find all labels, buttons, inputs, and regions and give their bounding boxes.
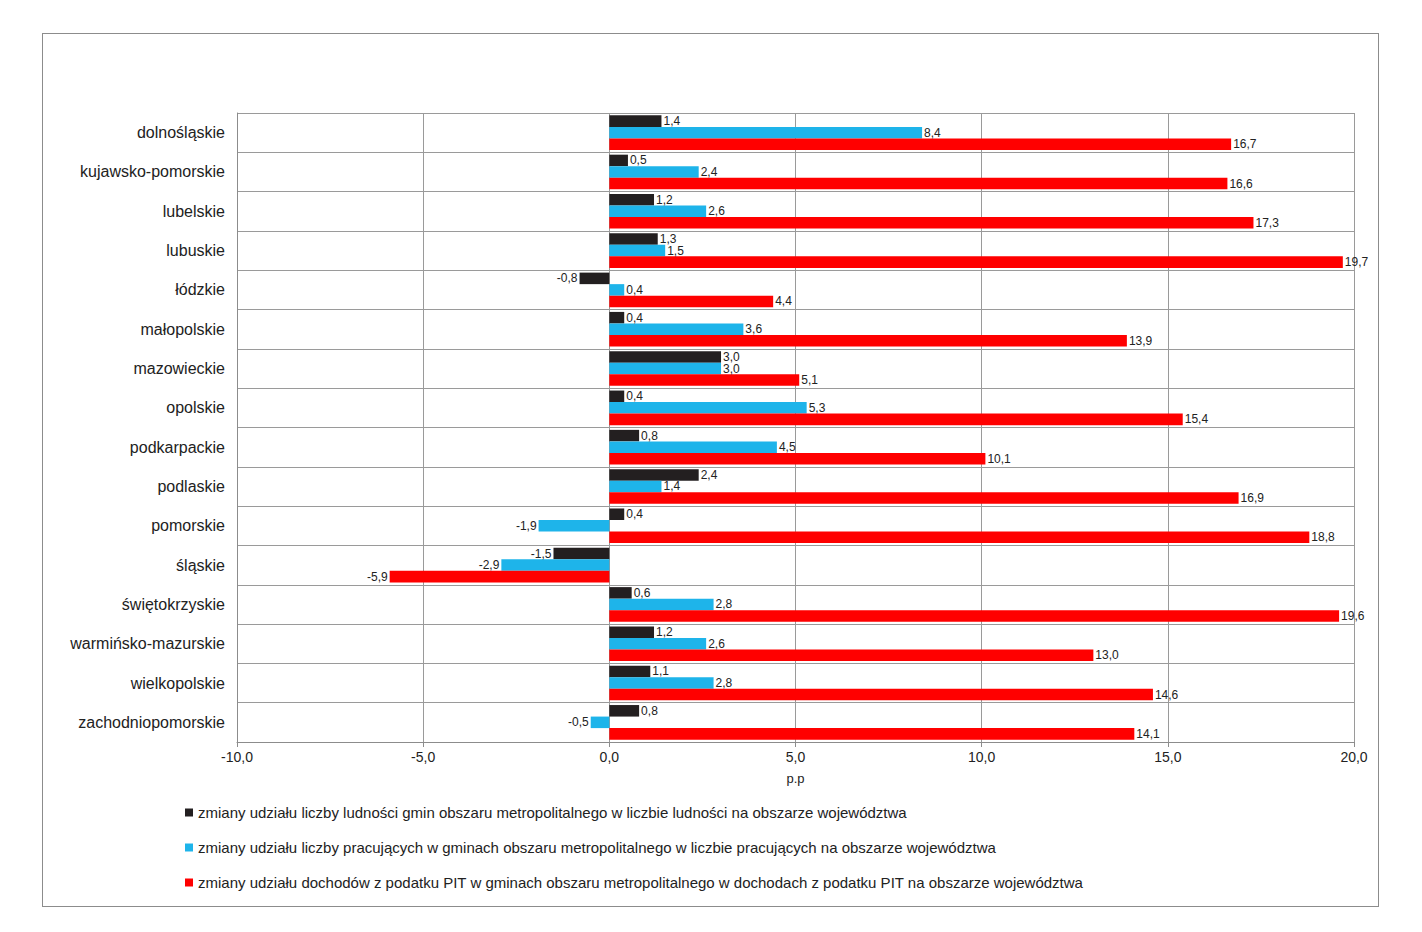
svg-text:wielkopolskie: wielkopolskie	[130, 675, 225, 692]
svg-text:20,0: 20,0	[1340, 749, 1367, 765]
svg-text:13,0: 13,0	[1095, 648, 1119, 662]
svg-text:kujawsko-pomorskie: kujawsko-pomorskie	[80, 163, 225, 180]
svg-text:5,1: 5,1	[801, 373, 818, 387]
svg-text:-2,9: -2,9	[479, 558, 500, 572]
svg-text:3,0: 3,0	[723, 362, 740, 376]
svg-text:17,3: 17,3	[1255, 216, 1279, 230]
svg-text:-0,8: -0,8	[557, 271, 578, 285]
svg-text:0,8: 0,8	[641, 704, 658, 718]
svg-text:16,6: 16,6	[1229, 177, 1253, 191]
svg-text:zmiany udziału dochodów z poda: zmiany udziału dochodów z podatku PIT w …	[198, 874, 1084, 891]
svg-text:świętokrzyskie: świętokrzyskie	[122, 596, 225, 613]
svg-text:2,6: 2,6	[708, 204, 725, 218]
svg-text:p.p: p.p	[786, 771, 804, 786]
svg-text:śląskie: śląskie	[176, 557, 225, 574]
svg-text:1,4: 1,4	[663, 479, 680, 493]
svg-text:15,0: 15,0	[1154, 749, 1181, 765]
svg-text:0,5: 0,5	[630, 153, 647, 167]
svg-text:zmiany udziału liczby ludności: zmiany udziału liczby ludności gmin obsz…	[198, 804, 907, 821]
svg-text:0,4: 0,4	[626, 283, 643, 297]
svg-text:podlaskie: podlaskie	[157, 478, 225, 495]
svg-text:2,4: 2,4	[701, 165, 718, 179]
svg-text:warmińsko-mazurskie: warmińsko-mazurskie	[69, 635, 225, 652]
svg-text:2,6: 2,6	[708, 637, 725, 651]
svg-text:lubelskie: lubelskie	[163, 203, 225, 220]
svg-text:0,6: 0,6	[634, 586, 651, 600]
svg-text:pomorskie: pomorskie	[151, 517, 225, 534]
svg-text:mazowieckie: mazowieckie	[133, 360, 225, 377]
svg-text:19,6: 19,6	[1341, 609, 1365, 623]
svg-text:2,4: 2,4	[701, 468, 718, 482]
svg-text:0,8: 0,8	[641, 429, 658, 443]
svg-text:opolskie: opolskie	[166, 399, 225, 416]
svg-text:-5,9: -5,9	[367, 570, 388, 584]
svg-text:14,6: 14,6	[1155, 688, 1179, 702]
svg-text:dolnośląskie: dolnośląskie	[137, 124, 225, 141]
svg-text:13,9: 13,9	[1129, 334, 1153, 348]
svg-text:3,6: 3,6	[745, 322, 762, 336]
svg-text:19,7: 19,7	[1345, 255, 1369, 269]
svg-text:16,9: 16,9	[1241, 491, 1265, 505]
svg-text:-5,0: -5,0	[411, 749, 435, 765]
svg-text:8,4: 8,4	[924, 126, 941, 140]
svg-text:0,4: 0,4	[626, 389, 643, 403]
svg-text:małopolskie: małopolskie	[141, 321, 226, 338]
svg-text:lubuskie: lubuskie	[166, 242, 225, 259]
svg-text:0,4: 0,4	[626, 507, 643, 521]
svg-text:4,5: 4,5	[779, 440, 796, 454]
svg-text:4,4: 4,4	[775, 294, 792, 308]
svg-text:-10,0: -10,0	[221, 749, 253, 765]
svg-text:1,2: 1,2	[656, 625, 673, 639]
svg-text:1,4: 1,4	[663, 114, 680, 128]
svg-text:0,4: 0,4	[626, 311, 643, 325]
svg-text:18,8: 18,8	[1311, 530, 1335, 544]
svg-text:1,1: 1,1	[652, 664, 669, 678]
svg-text:2,8: 2,8	[716, 597, 733, 611]
svg-text:2,8: 2,8	[716, 676, 733, 690]
svg-text:podkarpackie: podkarpackie	[130, 439, 225, 456]
svg-text:zachodniopomorskie: zachodniopomorskie	[78, 714, 225, 731]
svg-text:3,0: 3,0	[723, 350, 740, 364]
svg-text:10,1: 10,1	[987, 452, 1011, 466]
svg-text:5,0: 5,0	[786, 749, 806, 765]
svg-text:-1,5: -1,5	[531, 547, 552, 561]
svg-text:1,3: 1,3	[659, 232, 677, 247]
svg-text:1,2: 1,2	[656, 193, 673, 207]
svg-text:0,0: 0,0	[600, 749, 620, 765]
svg-text:-1,9: -1,9	[516, 519, 537, 533]
svg-text:16,7: 16,7	[1233, 137, 1257, 151]
svg-text:5,3: 5,3	[809, 401, 826, 415]
svg-text:10,0: 10,0	[968, 749, 995, 765]
svg-text:15,4: 15,4	[1185, 412, 1209, 426]
svg-text:łódzkie: łódzkie	[175, 281, 225, 298]
svg-text:zmiany udziału liczby pracując: zmiany udziału liczby pracujących w gmin…	[198, 839, 997, 856]
svg-text:-0,5: -0,5	[568, 715, 589, 729]
svg-text:1,5: 1,5	[667, 244, 684, 258]
svg-text:14,1: 14,1	[1136, 727, 1160, 741]
